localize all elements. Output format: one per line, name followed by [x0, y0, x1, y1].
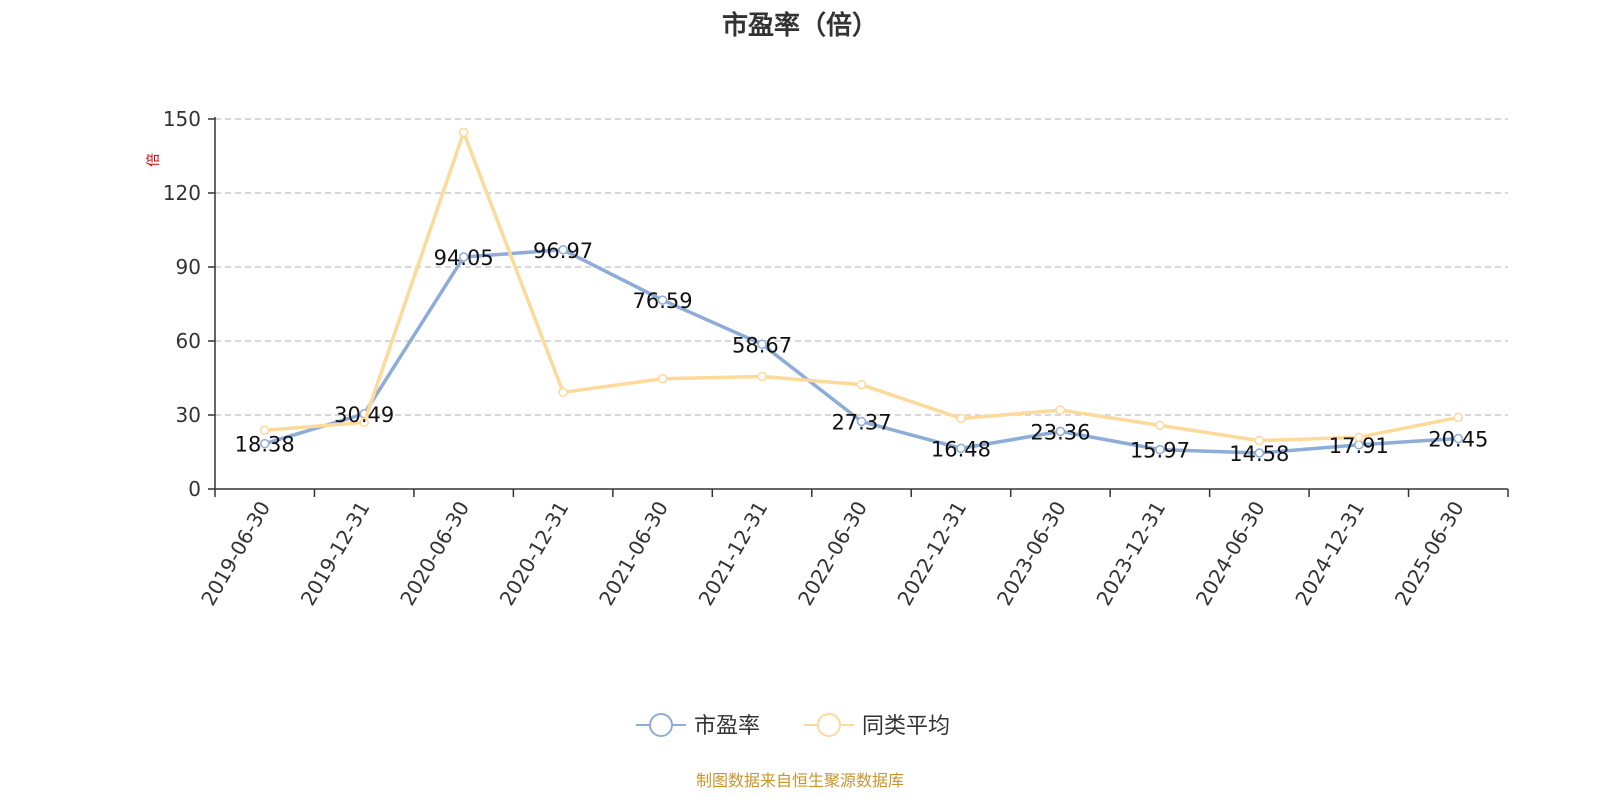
data-point — [956, 443, 966, 454]
data-label: 16.48 — [931, 437, 991, 461]
data-point — [558, 245, 568, 255]
data-label: 15.97 — [1130, 439, 1190, 463]
data-label: 20.45 — [1428, 428, 1488, 452]
data-point — [558, 387, 568, 398]
x-axis-ticks: 2019-06-30 2019-12-31 2020-06-30 2020-12-31… — [196, 489, 1509, 610]
y-tick-label: 90 — [176, 255, 201, 279]
legend-item-1: 同类平均 — [804, 713, 950, 739]
data-point — [1254, 435, 1265, 446]
y-axis-ticks: 0 30 60 90 120 150 — [163, 107, 215, 501]
x-tick-label: 2024-06-30 — [1191, 497, 1270, 610]
legend-label: 同类平均 — [862, 714, 950, 739]
data-point — [259, 438, 270, 449]
data-point — [856, 416, 867, 427]
source-note: 制图数据来自恒生聚源数据库 — [696, 771, 904, 790]
y-tick-label: 120 — [163, 181, 201, 205]
x-tick-label: 2023-06-30 — [992, 497, 1071, 610]
legend: 市盈率 同类平均 — [636, 713, 950, 739]
data-label: 17.91 — [1329, 434, 1389, 458]
y-tick-label: 60 — [176, 329, 201, 353]
data-label: 96.97 — [533, 239, 593, 263]
x-tick-label: 2020-06-30 — [395, 497, 474, 610]
data-point — [657, 295, 668, 305]
data-point — [1354, 432, 1364, 442]
x-tick-label: 2024-12-31 — [1290, 497, 1369, 610]
chart-title: 市盈率（倍） — [722, 10, 878, 41]
data-point — [1453, 433, 1464, 444]
legend-label: 市盈率 — [694, 714, 760, 739]
axes — [214, 117, 1508, 490]
x-tick-label: 2021-12-31 — [694, 497, 773, 610]
data-point — [1055, 426, 1066, 437]
x-tick-label: 2019-06-30 — [196, 497, 275, 610]
data-point — [1453, 412, 1464, 423]
data-label: 18.38 — [235, 433, 295, 457]
x-tick-label: 2022-06-30 — [793, 497, 872, 610]
data-point — [757, 371, 767, 382]
x-tick-label: 2023-12-31 — [1091, 497, 1170, 610]
data-point — [1254, 448, 1265, 458]
data-labels: 18.38 30.49 94.05 96.97 76.59 58.67 27.37 16.48… — [235, 239, 1489, 466]
y-axis-unit-label: 倍 — [146, 153, 162, 167]
x-tick-label: 2021-06-30 — [594, 497, 673, 610]
data-point — [458, 252, 469, 262]
x-tick-label: 2020-12-31 — [495, 497, 574, 610]
data-label: 76.59 — [633, 289, 693, 313]
data-point — [359, 417, 369, 428]
data-point — [458, 127, 469, 138]
data-label: 58.67 — [732, 333, 792, 357]
data-label: 27.37 — [831, 410, 891, 434]
data-label: 14.58 — [1229, 442, 1289, 466]
data-point — [657, 373, 668, 384]
x-tick-label: 2019-12-31 — [296, 497, 375, 610]
legend-marker — [817, 713, 841, 737]
data-label: 94.05 — [434, 246, 494, 270]
data-point — [259, 425, 270, 436]
data-label: 30.49 — [334, 403, 394, 427]
data-point — [956, 413, 966, 424]
data-point — [1155, 420, 1165, 431]
data-point — [1055, 405, 1066, 415]
legend-marker — [649, 713, 673, 737]
series-layer — [259, 127, 1464, 458]
y-tick-label: 0 — [188, 477, 201, 501]
legend-item-0: 市盈率 — [636, 713, 760, 739]
data-point — [856, 379, 867, 390]
data-label: 23.36 — [1030, 420, 1090, 444]
x-tick-label: 2022-12-31 — [892, 497, 971, 610]
grid-lines — [215, 118, 1508, 416]
x-tick-label: 2025-06-30 — [1390, 497, 1469, 610]
data-point — [757, 339, 767, 350]
series-1 — [259, 127, 1464, 446]
y-tick-label: 30 — [176, 403, 201, 427]
y-tick-label: 150 — [163, 107, 201, 131]
data-point — [1155, 444, 1165, 455]
